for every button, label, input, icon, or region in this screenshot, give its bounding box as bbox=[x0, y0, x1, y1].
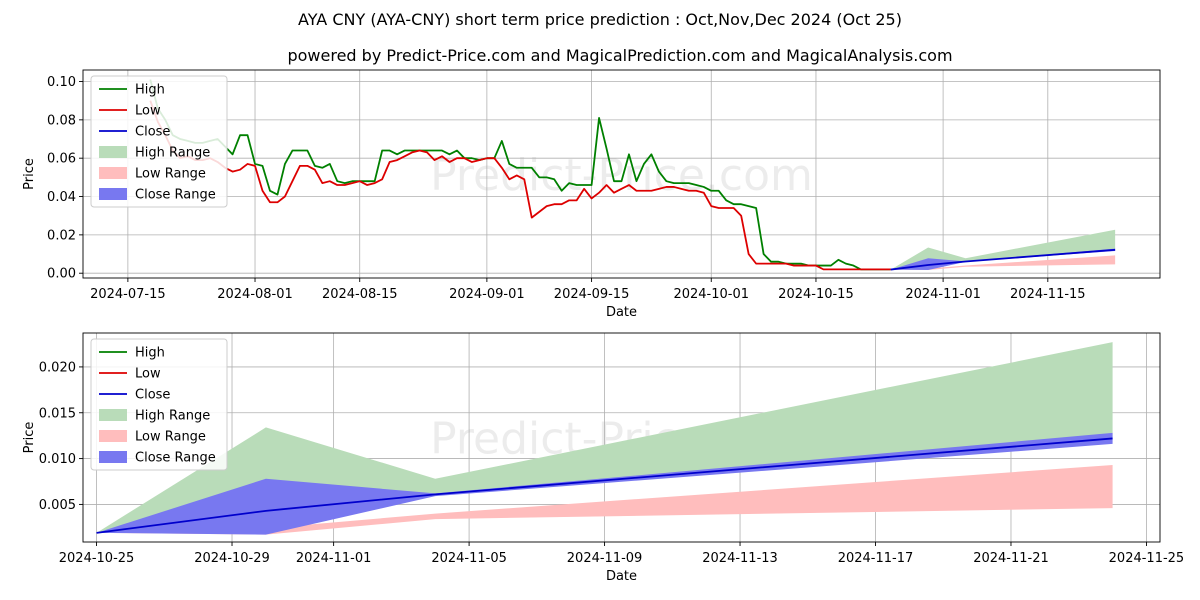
legend-high-label: High bbox=[135, 83, 165, 98]
x-tick-label: 2024-11-21 bbox=[973, 551, 1049, 566]
high-series-line bbox=[149, 79, 891, 271]
y-tick-label: 0.020 bbox=[39, 360, 76, 375]
x-tick-label: 2024-10-15 bbox=[778, 287, 854, 302]
y-tick-label: 0.04 bbox=[47, 190, 76, 205]
y-axis-label: Price bbox=[22, 158, 37, 190]
high-range-band bbox=[96, 342, 1113, 533]
axes-frame bbox=[82, 69, 1161, 279]
x-axis-label: Date bbox=[606, 305, 637, 320]
legend-low-range-label: Low Range bbox=[135, 430, 206, 445]
y-tick-label: 0.06 bbox=[47, 152, 76, 167]
x-tick-label: 2024-07-15 bbox=[90, 287, 166, 302]
x-tick-label: 2024-11-09 bbox=[567, 551, 643, 566]
low-series-line bbox=[149, 100, 891, 271]
close-series-line bbox=[96, 437, 1113, 534]
x-tick-label: 2024-11-05 bbox=[431, 551, 507, 566]
legend-low-range-swatch bbox=[99, 167, 127, 179]
grid-lines bbox=[83, 70, 1160, 278]
legend-close-range-label: Close Range bbox=[135, 188, 216, 203]
x-tick-label: 2024-11-01 bbox=[296, 551, 372, 566]
legend-low-label: Low bbox=[135, 104, 161, 119]
low-range-band bbox=[96, 465, 1113, 535]
x-axis-label: Date bbox=[606, 569, 637, 584]
x-tick-label: 2024-08-01 bbox=[217, 287, 293, 302]
legend-high-label: High bbox=[135, 346, 165, 361]
x-tick-label: 2024-09-01 bbox=[449, 287, 525, 302]
legend-low-range-label: Low Range bbox=[135, 167, 206, 182]
legend-low-range-swatch bbox=[99, 430, 127, 442]
legend-close-label: Close bbox=[135, 125, 170, 140]
legend-close-range-label: Close Range bbox=[135, 451, 216, 466]
legend-high-range-swatch bbox=[99, 409, 127, 421]
high-range-band bbox=[890, 229, 1116, 270]
legend-close-range-swatch bbox=[99, 188, 127, 200]
axes-frame bbox=[82, 332, 1161, 543]
x-tick-label: 2024-11-25 bbox=[1109, 551, 1185, 566]
x-tick-label: 2024-10-29 bbox=[194, 551, 270, 566]
x-tick-label: 2024-11-13 bbox=[702, 551, 778, 566]
legend-high-range-label: High Range bbox=[135, 409, 210, 424]
x-tick-label: 2024-08-15 bbox=[322, 287, 398, 302]
x-tick-label: 2024-11-15 bbox=[1010, 287, 1086, 302]
x-tick-label: 2024-10-25 bbox=[59, 551, 135, 566]
y-tick-label: 0.010 bbox=[39, 452, 76, 467]
y-axis-label: Price bbox=[22, 422, 37, 454]
legend: High Low Close High Range Low Range Close Ran… bbox=[90, 75, 228, 208]
y-tick-label: 0.02 bbox=[47, 228, 76, 243]
close-range-band bbox=[96, 432, 1113, 535]
close-series-line bbox=[890, 248, 1116, 271]
legend-low-label: Low bbox=[135, 367, 161, 382]
chart-title: AYA CNY (AYA-CNY) short term price predi… bbox=[298, 10, 902, 29]
legend-close-label: Close bbox=[135, 388, 170, 403]
y-tick-label: 0.10 bbox=[47, 75, 76, 90]
legend-high-range-swatch bbox=[99, 146, 127, 158]
chart-subtitle: powered by Predict-Price.com and Magical… bbox=[287, 46, 952, 65]
y-tick-label: 0.00 bbox=[47, 267, 76, 282]
legend-close-range-swatch bbox=[99, 451, 127, 463]
y-tick-label: 0.08 bbox=[47, 113, 76, 128]
x-tick-label: 2024-10-01 bbox=[673, 287, 749, 302]
legend: High Low Close High Range Low Range Close Ran… bbox=[90, 338, 228, 471]
x-tick-label: 2024-11-17 bbox=[838, 551, 914, 566]
y-tick-label: 0.015 bbox=[39, 406, 76, 421]
low-range-band bbox=[890, 255, 1116, 270]
x-tick-label: 2024-11-01 bbox=[905, 287, 981, 302]
y-tick-label: 0.005 bbox=[39, 498, 76, 513]
x-tick-label: 2024-09-15 bbox=[554, 287, 630, 302]
legend-high-range-label: High Range bbox=[135, 146, 210, 161]
